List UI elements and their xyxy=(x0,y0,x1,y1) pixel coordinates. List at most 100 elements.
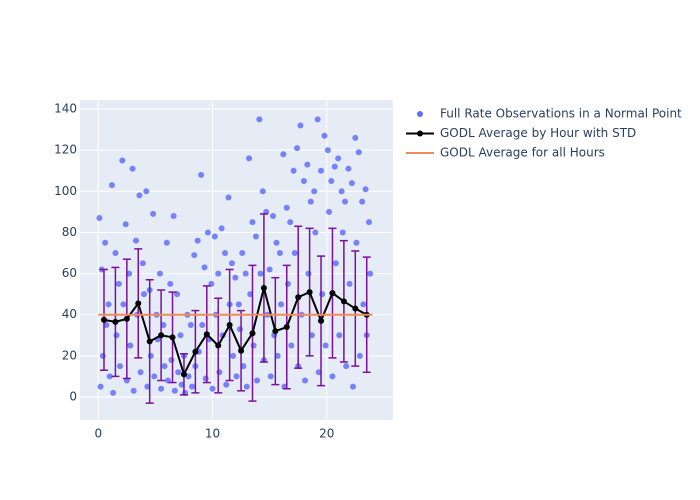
observation-point xyxy=(259,188,266,195)
observation-point xyxy=(199,321,206,328)
y-tick-label: 20 xyxy=(62,348,77,362)
observation-point xyxy=(339,229,346,236)
observation-point xyxy=(322,342,329,349)
legend-item[interactable]: GODL Average for all Hours xyxy=(406,146,605,160)
average-point xyxy=(260,284,267,291)
observation-point xyxy=(103,321,110,328)
observation-point xyxy=(270,212,277,219)
observation-point xyxy=(105,301,112,308)
observation-point xyxy=(274,352,281,359)
observation-point xyxy=(233,373,240,380)
legend-item[interactable]: GODL Average by Hour with STD xyxy=(406,126,636,140)
observation-point xyxy=(343,363,350,370)
observation-point xyxy=(243,383,250,390)
observation-point xyxy=(204,229,211,236)
observation-point xyxy=(314,116,321,123)
observation-point xyxy=(120,301,127,308)
observation-point xyxy=(140,291,147,298)
y-tick-label: 0 xyxy=(69,389,77,403)
observation-point xyxy=(362,186,369,193)
average-point xyxy=(100,316,107,323)
observation-point xyxy=(187,321,194,328)
average-point xyxy=(318,317,325,324)
observation-point xyxy=(338,188,345,195)
observation-point xyxy=(308,332,315,339)
observation-point xyxy=(167,280,174,287)
observation-point xyxy=(116,363,123,370)
observation-point xyxy=(331,163,338,170)
observation-point xyxy=(302,377,309,384)
legend-symbol xyxy=(417,130,423,137)
plot-area xyxy=(80,100,393,420)
average-point xyxy=(306,289,313,296)
observation-point xyxy=(97,383,104,390)
observation-point xyxy=(126,270,133,277)
average-point xyxy=(340,298,347,305)
observation-point xyxy=(350,383,357,390)
observation-point xyxy=(235,301,242,308)
observation-point xyxy=(119,157,126,164)
average-point xyxy=(352,305,359,312)
observation-point xyxy=(112,250,119,257)
observation-point xyxy=(307,198,314,205)
legend-label: GODL Average for all Hours xyxy=(440,146,605,160)
observation-point xyxy=(342,198,349,205)
observation-point xyxy=(185,373,192,380)
observation-point xyxy=(122,221,129,228)
average-point xyxy=(135,300,142,307)
observation-point xyxy=(256,116,263,123)
observation-point xyxy=(297,122,304,129)
observation-point xyxy=(283,204,290,211)
observation-point xyxy=(335,155,342,162)
observation-point xyxy=(209,385,216,392)
observation-point xyxy=(249,219,256,226)
legend-item[interactable]: Full Rate Observations in a Normal Point xyxy=(417,107,682,121)
observation-point xyxy=(332,260,339,267)
observation-point xyxy=(110,389,117,396)
observation-point xyxy=(246,155,253,162)
observation-point xyxy=(321,132,328,139)
legend-label: Full Rate Observations in a Normal Point xyxy=(440,107,682,121)
observation-point xyxy=(346,280,353,287)
observation-point xyxy=(156,270,163,277)
observation-point xyxy=(175,369,182,376)
observation-point xyxy=(352,134,359,141)
observation-point xyxy=(127,342,134,349)
observation-point xyxy=(287,219,294,226)
observation-point xyxy=(348,180,355,187)
average-point xyxy=(283,324,290,331)
observation-point xyxy=(223,381,230,388)
observation-point xyxy=(158,385,165,392)
y-tick-label: 60 xyxy=(62,266,77,280)
x-tick-label: 0 xyxy=(94,427,102,441)
observation-point xyxy=(171,387,178,394)
average-point xyxy=(295,294,302,301)
observation-point xyxy=(139,260,146,267)
observation-point xyxy=(311,188,318,195)
observation-point xyxy=(278,301,285,308)
observation-point xyxy=(108,182,115,189)
observation-point xyxy=(163,239,170,246)
average-point xyxy=(146,338,153,345)
observation-point xyxy=(254,377,261,384)
observation-point xyxy=(284,280,291,287)
observation-point xyxy=(236,326,243,333)
observation-point xyxy=(305,270,312,277)
average-point xyxy=(112,318,119,325)
observation-point xyxy=(312,229,319,236)
y-tick-label: 140 xyxy=(54,102,77,116)
observation-point xyxy=(273,239,280,246)
observation-point xyxy=(147,352,154,359)
observation-point xyxy=(194,237,201,244)
observation-point xyxy=(239,250,246,257)
observation-point xyxy=(300,178,307,185)
observation-point xyxy=(230,352,237,359)
observation-point xyxy=(168,356,175,363)
observation-point xyxy=(115,280,122,287)
observation-point xyxy=(294,145,301,152)
observation-point xyxy=(188,383,195,390)
observation-point xyxy=(366,219,373,226)
observation-point xyxy=(355,149,362,156)
observation-point xyxy=(290,167,297,174)
observation-point xyxy=(137,369,144,376)
